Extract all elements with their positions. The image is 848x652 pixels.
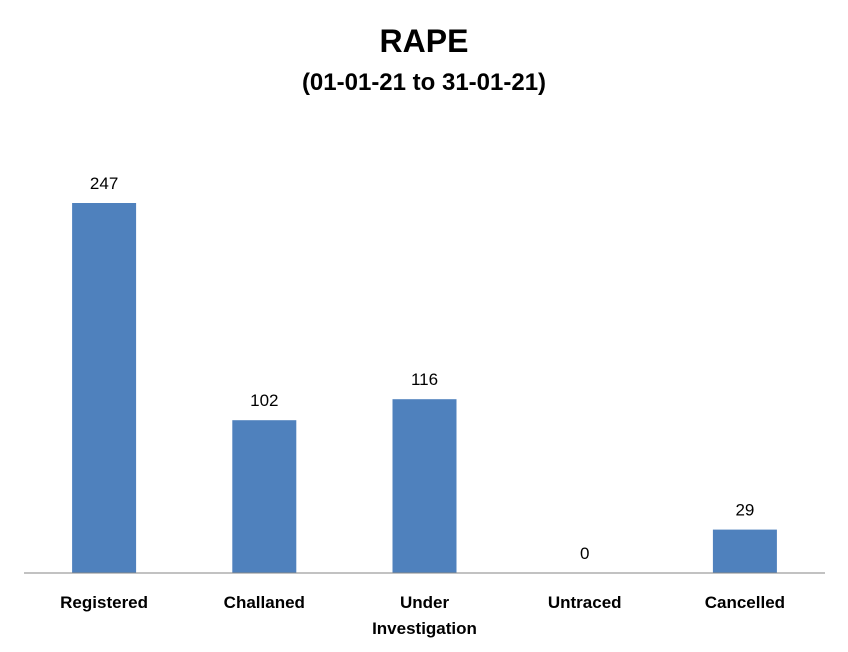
- category-label-registered: Registered: [60, 593, 148, 612]
- data-label-challaned: 102: [250, 391, 278, 410]
- chart-subtitle: (01-01-21 to 31-01-21): [302, 69, 546, 96]
- category-label-cancelled: Cancelled: [705, 593, 785, 612]
- category-label-under-investigation-line-1: Under: [400, 593, 450, 612]
- chart-title: RAPE: [380, 23, 469, 59]
- bar-cancelled: [712, 529, 777, 573]
- bar-registered: [72, 203, 137, 573]
- data-labels-group: 247 102 116 0 29: [90, 174, 754, 563]
- category-labels-group: Registered Challaned Under Investigation Unt…: [60, 593, 785, 638]
- data-label-registered: 247: [90, 174, 118, 193]
- category-label-challaned: Challaned: [224, 593, 305, 612]
- bar-challaned: [232, 420, 297, 573]
- category-label-untraced: Untraced: [548, 593, 622, 612]
- data-label-untraced: 0: [580, 544, 589, 563]
- data-label-under-investigation: 116: [411, 370, 438, 389]
- bars-group: [72, 203, 777, 573]
- bar-under-investigation: [392, 399, 457, 573]
- category-label-under-investigation-line-2: Investigation: [372, 619, 477, 638]
- data-label-cancelled: 29: [735, 501, 754, 520]
